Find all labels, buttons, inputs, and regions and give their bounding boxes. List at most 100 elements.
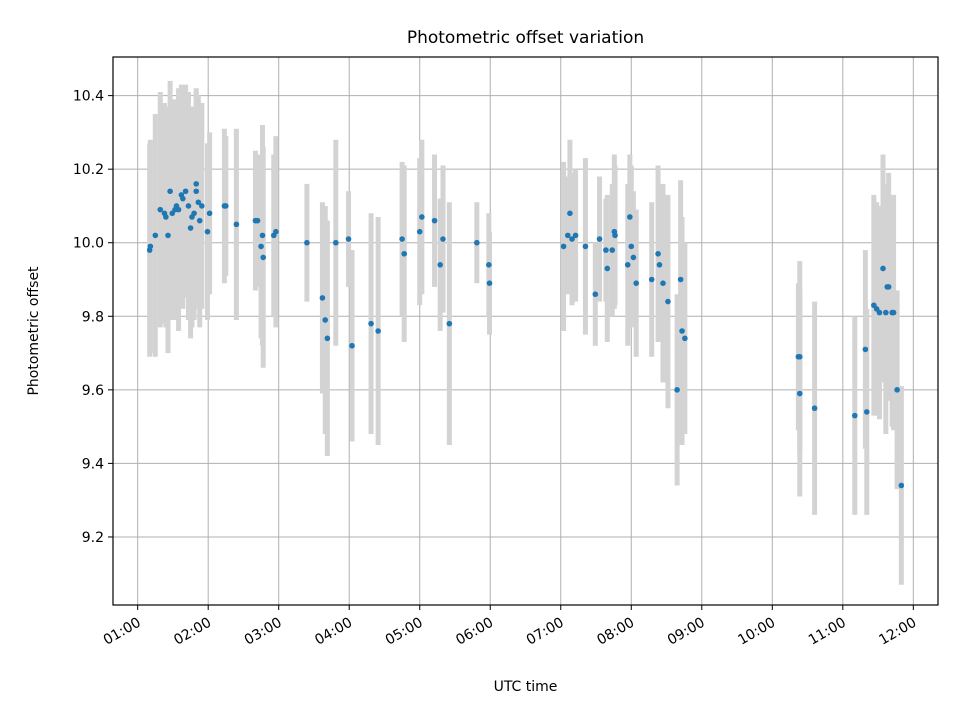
data-point xyxy=(368,320,374,327)
data-point xyxy=(486,261,492,268)
y-tick-label: 9.2 xyxy=(82,530,104,546)
grid xyxy=(113,57,938,605)
y-tick-label: 9.4 xyxy=(82,456,104,472)
y-tick-label: 9.8 xyxy=(82,309,104,325)
data-point xyxy=(656,261,663,268)
data-point xyxy=(157,206,164,213)
data-point xyxy=(446,320,453,327)
data-point xyxy=(609,247,616,253)
data-point xyxy=(572,232,579,239)
data-point xyxy=(569,236,575,242)
y-axis: 9.2 9.4 9.6 9.8 10.0 10.2 10.4 xyxy=(73,89,113,546)
data-point xyxy=(419,214,425,220)
data-point xyxy=(260,254,266,261)
y-tick-label: 9.6 xyxy=(82,383,104,399)
data-point xyxy=(206,210,213,217)
data-point xyxy=(592,291,599,298)
data-point xyxy=(349,342,355,349)
data-point xyxy=(223,203,229,209)
data-point xyxy=(163,214,169,220)
data-point xyxy=(565,232,571,239)
data-point xyxy=(175,206,182,213)
data-point xyxy=(147,243,154,250)
data-point xyxy=(437,261,443,268)
data-point xyxy=(259,232,266,239)
data-point xyxy=(193,188,200,195)
data-point xyxy=(894,387,900,393)
data-point xyxy=(612,232,618,239)
data-point xyxy=(345,236,352,242)
data-point xyxy=(182,188,189,195)
data-point xyxy=(195,199,202,206)
chart-title: Photometric offset variation xyxy=(407,28,644,48)
data-point xyxy=(375,328,381,334)
data-point xyxy=(679,328,685,334)
data-point xyxy=(660,280,666,286)
data-point xyxy=(185,203,192,209)
data-point xyxy=(674,387,680,393)
data-point xyxy=(885,284,892,290)
data-point xyxy=(474,239,480,246)
data-point xyxy=(560,243,567,250)
data-point xyxy=(416,228,423,235)
data-point xyxy=(199,203,205,209)
data-point xyxy=(582,243,589,250)
data-point xyxy=(273,228,279,235)
data-point xyxy=(233,221,240,228)
data-point xyxy=(180,195,186,202)
data-point xyxy=(167,188,173,195)
data-point xyxy=(851,412,858,419)
data-point xyxy=(440,236,446,242)
data-point xyxy=(187,225,194,231)
data-point xyxy=(304,239,310,246)
y-axis-label: Photometric offset xyxy=(26,266,42,396)
data-point xyxy=(193,181,200,187)
y-tick-label: 10.2 xyxy=(73,162,104,178)
data-point xyxy=(624,261,631,268)
data-point xyxy=(677,276,684,283)
data-point xyxy=(319,295,326,301)
data-point xyxy=(862,346,869,353)
data-point xyxy=(890,309,897,316)
data-point xyxy=(431,217,438,224)
data-point xyxy=(630,254,637,261)
data-point xyxy=(655,250,661,257)
data-point xyxy=(486,280,493,286)
data-point xyxy=(603,247,609,253)
data-point xyxy=(254,217,261,224)
data-point xyxy=(399,236,405,242)
data-point xyxy=(665,298,671,305)
y-tick-label: 10.0 xyxy=(73,236,104,252)
data-point xyxy=(796,353,803,360)
data-point xyxy=(152,232,159,239)
data-point xyxy=(165,232,171,239)
data-point xyxy=(811,405,818,412)
data-point xyxy=(898,482,905,489)
data-point xyxy=(883,309,889,316)
data-point xyxy=(322,317,329,323)
data-points xyxy=(146,181,905,489)
data-point xyxy=(648,276,655,283)
data-point xyxy=(324,335,331,342)
plot-frame xyxy=(112,56,939,606)
data-point xyxy=(604,265,611,272)
data-point xyxy=(682,335,688,342)
x-axis-label: UTC time xyxy=(494,679,558,695)
data-point xyxy=(628,243,635,250)
data-point xyxy=(191,210,197,217)
data-point xyxy=(863,409,870,415)
data-point xyxy=(627,214,633,220)
data-point xyxy=(401,250,408,257)
data-point xyxy=(204,228,211,235)
data-point xyxy=(596,236,603,242)
data-point xyxy=(333,239,339,246)
data-point xyxy=(567,210,573,217)
data-point xyxy=(880,265,886,272)
data-point xyxy=(196,217,203,224)
data-point xyxy=(876,309,883,316)
data-point xyxy=(796,390,803,397)
y-tick-label: 10.4 xyxy=(73,89,104,105)
data-point xyxy=(633,280,640,286)
data-point xyxy=(258,243,264,250)
